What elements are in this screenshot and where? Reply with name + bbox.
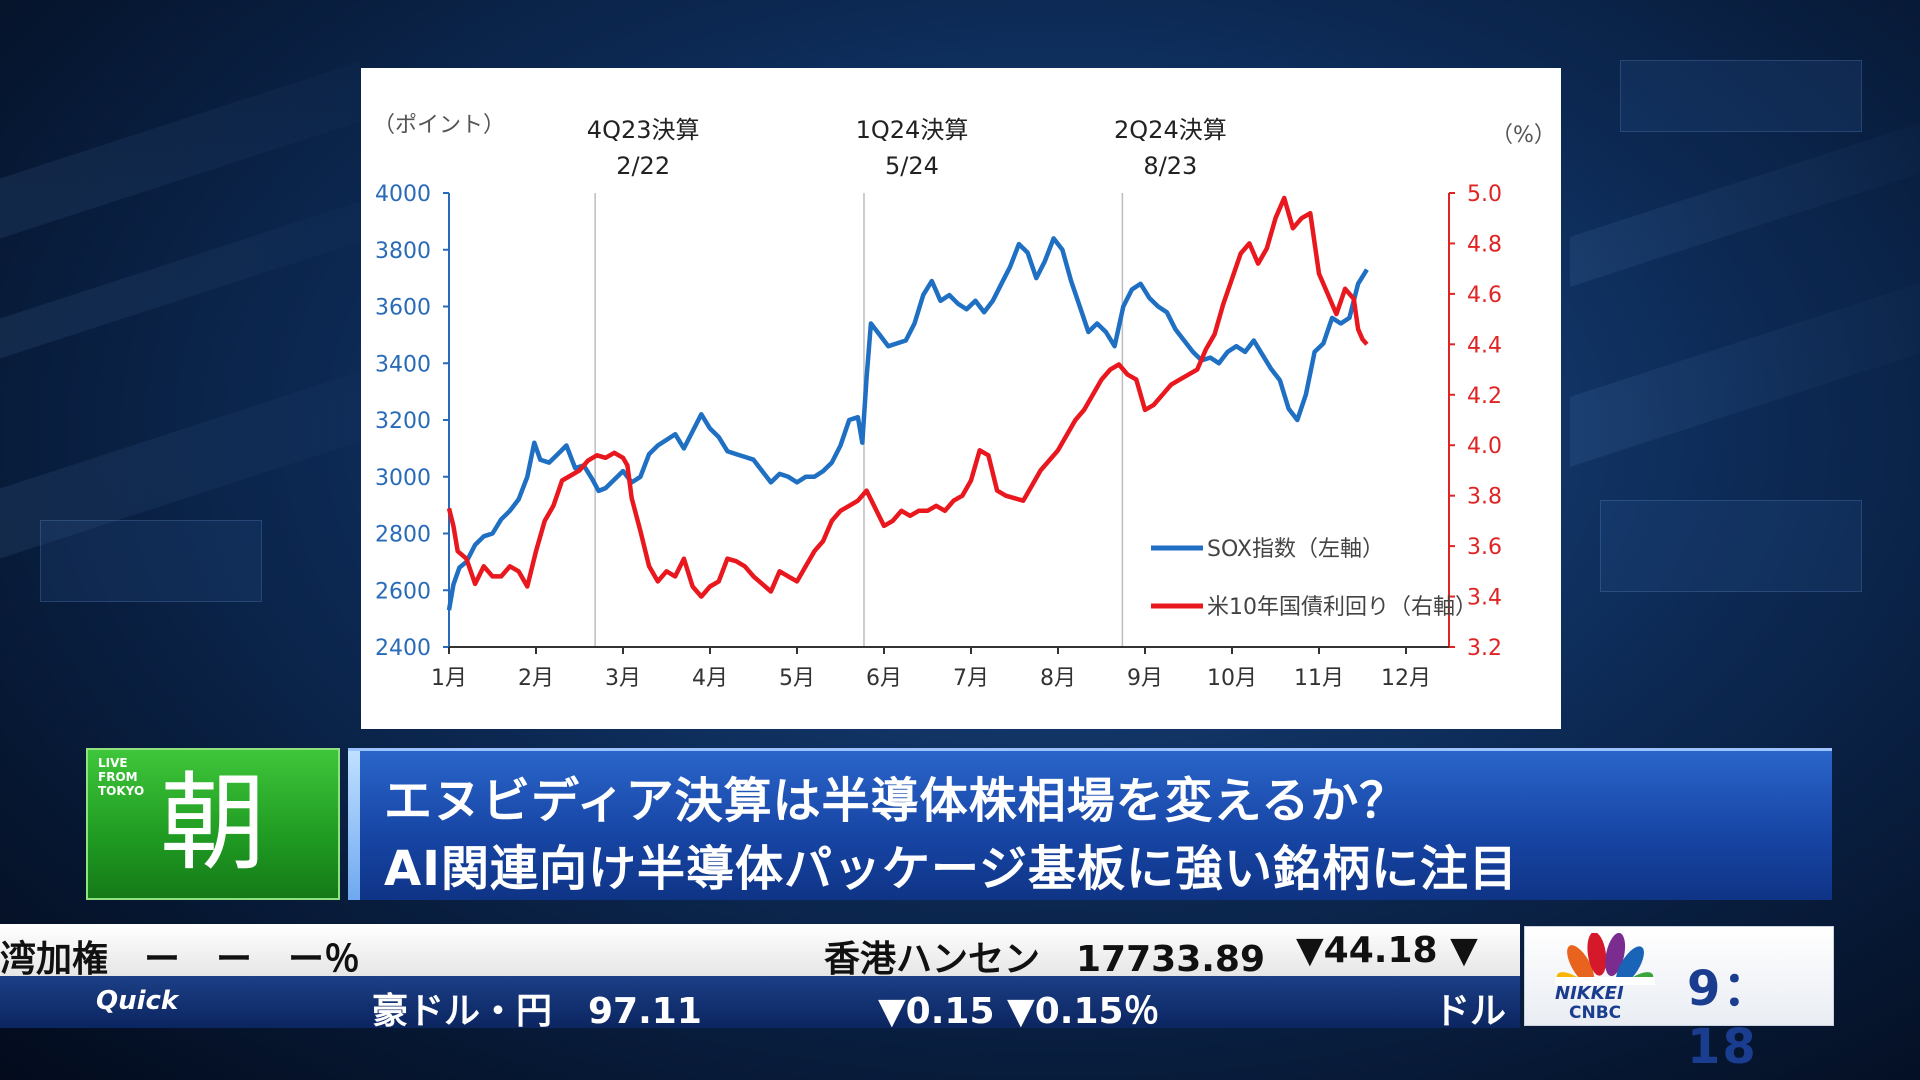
headline-bar: エヌビディア決算は半導体株相場を変えるか？ AI関連向け半導体パッケージ基板に強… [348,748,1832,900]
left-tick-label: 3400 [375,352,431,377]
ticker-item: ▼44.18 ▼ [1296,930,1478,971]
x-tick-label: 12月 [1381,666,1431,691]
brand-nikkei: NIKKEI [1555,983,1624,1004]
headline-line-2: AI関連向け半導体パッケージ基板に強い銘柄に注目 [384,841,1519,897]
ticker-top: 湾加権 ー ー ー％ 香港ハンセン 17733.89 ▼44.18 ▼ [0,924,1520,980]
ticker-bottom: Quick 豪ドル・円 97.11 ▼0.15 ▼0.15％ ドル [0,976,1520,1032]
event-date: 8/23 [1143,152,1197,180]
left-axis-unit: （ポイント） [373,113,505,138]
ticker-item: 香港ハンセン 17733.89 [824,939,1266,980]
event-date: 2/22 [616,152,670,180]
x-tick-label: 9月 [1127,666,1163,691]
x-tick-label: 3月 [605,666,641,691]
right-tick-label: 4.6 [1467,283,1502,308]
sox-series-line [446,236,1369,611]
x-tick-label: 2月 [518,666,554,691]
ticker-item: ドル [1434,991,1507,1032]
clock: 9：18 [1687,961,1773,1075]
event-date: 5/24 [885,152,939,180]
right-tick-label: 4.4 [1467,333,1502,358]
yield-series-line [446,195,1369,599]
live-from-tokyo-label: LIVE FROM TOKYO [98,756,145,798]
right-tick-label: 5.0 [1467,182,1502,207]
x-tick-label: 7月 [953,666,989,691]
ticker-item: ▼0.15 ▼0.15％ [878,991,1160,1032]
event-label: 4Q23決算 [587,116,700,144]
left-tick-label: 2400 [375,636,431,661]
left-tick-label: 2600 [375,579,431,604]
right-tick-label: 4.0 [1467,434,1502,459]
headline-line-1: エヌビディア決算は半導体株相場を変えるか？ [384,773,1409,829]
left-tick-label: 4000 [375,182,431,207]
event-label: 1Q24決算 [856,116,969,144]
x-tick-label: 11月 [1294,666,1344,691]
x-tick-label: 4月 [692,666,728,691]
right-tick-label: 3.4 [1467,586,1502,611]
x-tick-label: 10月 [1207,666,1257,691]
left-tick-label: 3200 [375,409,431,434]
left-tick-label: 3600 [375,296,431,321]
left-tick-label: 3800 [375,239,431,264]
legend-label: SOX指数（左軸） [1207,537,1384,562]
ticker-item: 豪ドル・円 97.11 [372,991,702,1032]
channel-brand: NIKKEI CNBC 9：18 [1524,926,1834,1075]
right-tick-label: 3.2 [1467,636,1502,661]
right-tick-label: 4.2 [1467,384,1502,409]
quick-logo: Quick [96,986,179,1016]
left-tick-label: 2800 [375,523,431,548]
event-label: 2Q24決算 [1114,116,1227,144]
show-name: 朝 [160,762,266,885]
right-tick-label: 4.8 [1467,232,1502,257]
chart: （ポイント） （%） 4Q23決算 2/22 1Q24決算 5/24 2Q24決算 8/23 4… [373,113,1556,691]
x-tick-label: 8月 [1040,666,1076,691]
left-tick-label: 3000 [375,466,431,491]
headline-accent [348,751,360,900]
x-tick-label: 1月 [431,666,467,691]
peacock-logo-icon [1555,933,1655,985]
x-tick-label: 6月 [866,666,902,691]
ticker-item: 湾加権 ー ー ー％ [0,939,361,980]
chart-card: （ポイント） （%） 4Q23決算 2/22 1Q24決算 5/24 2Q24決算 8/23 4… [361,68,1561,729]
right-axis-unit: （%） [1491,123,1556,148]
show-logo: LIVE FROM TOKYO 朝 [86,748,340,900]
legend-label: 米10年国債利回り（右軸） [1207,595,1477,620]
x-tick-label: 5月 [779,666,815,691]
brand-cnbc: CNBC [1569,1003,1622,1023]
right-tick-label: 3.8 [1467,485,1502,510]
right-tick-label: 3.6 [1467,535,1502,560]
